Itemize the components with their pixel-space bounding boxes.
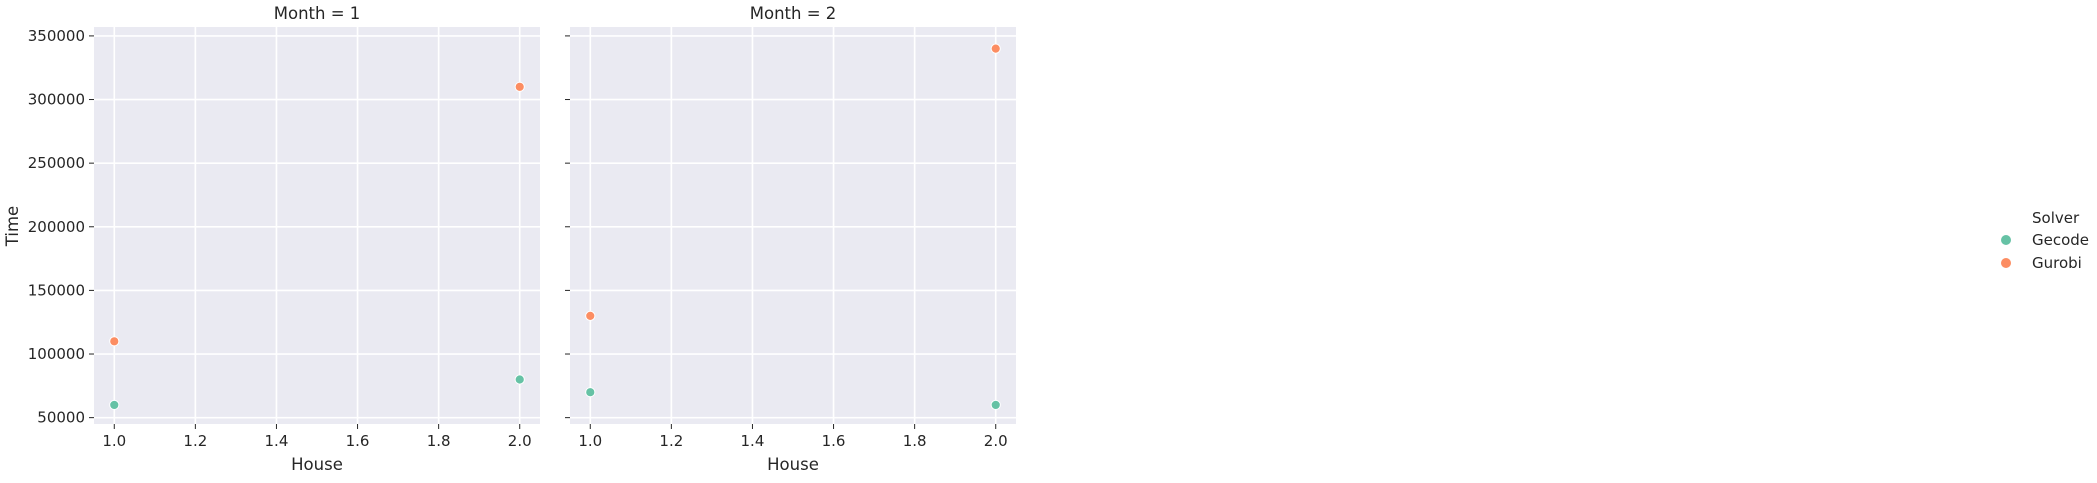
data-point-gecode — [514, 374, 525, 385]
legend-marker-gecode — [2001, 235, 2011, 245]
facet-panel-2: 1.0 1.2 1.4 1.6 1.8 2.0 Month = 2 House — [565, 4, 1016, 474]
legend-title: Solver — [2032, 209, 2080, 227]
x-tick-label: 1.4 — [265, 432, 289, 450]
x-tick-label: 1.2 — [659, 432, 683, 450]
data-point-gurobi — [990, 43, 1001, 54]
y-tick-label: 250000 — [28, 154, 85, 172]
x-tick-label: 1.8 — [427, 432, 451, 450]
panel-background — [570, 27, 1016, 424]
y-tick-label: 150000 — [28, 281, 85, 299]
x-tick-label: 2.0 — [984, 432, 1008, 450]
legend: Solver Gecode Gurobi — [2001, 209, 2089, 272]
x-tick-label: 2.0 — [508, 432, 532, 450]
data-point-gurobi — [585, 310, 596, 321]
y-tick-label: 200000 — [28, 218, 85, 236]
x-tick-label: 1.2 — [183, 432, 207, 450]
x-tick-label: 1.0 — [578, 432, 602, 450]
data-point-gurobi — [109, 336, 120, 347]
legend-marker-gurobi — [2001, 258, 2011, 268]
y-tick-label: 100000 — [28, 345, 85, 363]
x-tick-label: 1.8 — [903, 432, 927, 450]
x-axis-label: House — [291, 455, 343, 474]
y-tick-label: 50000 — [37, 409, 85, 427]
x-tick-label: 1.0 — [102, 432, 126, 450]
data-point-gurobi — [514, 81, 525, 92]
x-tick-label: 1.6 — [346, 432, 370, 450]
x-tick-label: 1.4 — [741, 432, 765, 450]
x-tick-label: 1.6 — [822, 432, 846, 450]
data-point-gecode — [585, 387, 596, 398]
y-tick-label: 300000 — [28, 91, 85, 109]
panel-background — [94, 27, 540, 424]
y-tick-label: 350000 — [28, 27, 85, 45]
facet-panel-1: 1.0 1.2 1.4 1.6 1.8 2.0 50000 100000 150000 20000… — [28, 4, 540, 474]
legend-label-gecode: Gecode — [2032, 231, 2089, 249]
x-axis-label: House — [767, 455, 819, 474]
panel-title: Month = 1 — [274, 4, 361, 23]
data-point-gecode — [990, 399, 1001, 411]
y-axis-label: Time — [3, 206, 22, 247]
panel-title: Month = 2 — [750, 4, 837, 23]
legend-label-gurobi: Gurobi — [2032, 254, 2082, 272]
data-point-gecode — [109, 399, 120, 411]
panels-layer: 1.0 1.2 1.4 1.6 1.8 2.0 50000 100000 150000 20000… — [28, 4, 1016, 474]
